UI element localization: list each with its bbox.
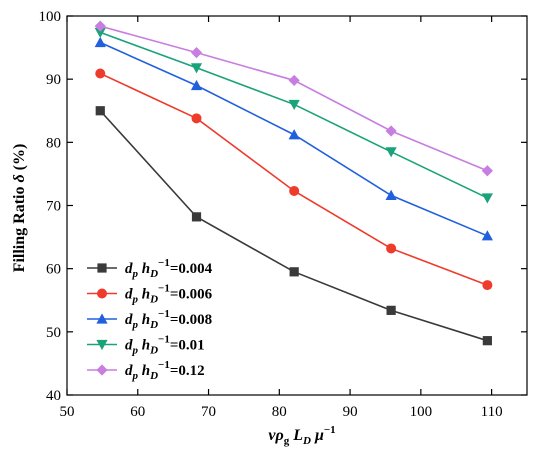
series-3: [94, 36, 493, 241]
y-tick-label: 70: [46, 199, 61, 215]
x-tick-label: 80: [272, 404, 287, 420]
legend-label: dp hD−1=0.004: [125, 257, 213, 280]
data-point: [190, 63, 203, 74]
data-point: [190, 79, 203, 91]
y-tick-label: 50: [46, 325, 61, 341]
data-point: [191, 212, 202, 222]
data-point: [482, 280, 493, 291]
data-point: [289, 185, 300, 196]
x-axis-label: vρg LD μ−1: [268, 424, 335, 447]
data-point: [95, 68, 106, 79]
legend-label: dp hD−1=0.12: [125, 359, 205, 382]
data-point: [288, 99, 300, 111]
x-tick-label: 50: [60, 404, 75, 420]
legend-item-3: dp hD−1=0.008: [87, 308, 212, 331]
legend-marker: [96, 339, 108, 351]
x-tick-label: 60: [130, 404, 145, 420]
data-point: [94, 27, 106, 39]
legend-label: dp hD−1=0.008: [125, 308, 212, 331]
series-2: [95, 68, 493, 291]
legend-label: dp hD−1=0.006: [125, 283, 213, 306]
series-line: [100, 25, 488, 172]
plot-area: [66, 15, 528, 396]
legend-marker: [96, 313, 108, 324]
data-point: [94, 36, 106, 48]
y-tick-label: 80: [46, 135, 61, 151]
data-point: [385, 189, 397, 200]
data-point: [190, 47, 203, 59]
x-tick-label: 100: [410, 404, 433, 420]
data-point: [386, 305, 396, 315]
data-point: [94, 20, 106, 32]
data-point: [95, 106, 105, 116]
y-tick-label: 60: [46, 262, 61, 278]
x-tick-label: 110: [481, 404, 503, 420]
data-point: [385, 147, 397, 158]
series-line: [99, 110, 488, 342]
data-point: [288, 129, 300, 140]
legend-label: dp hD−1=0.01: [125, 334, 205, 357]
data-point: [191, 113, 202, 124]
plot-frame: [66, 15, 528, 396]
legend-item-5: dp hD−1=0.12: [87, 359, 205, 382]
data-point: [288, 74, 300, 87]
y-tick-label: 90: [46, 72, 61, 88]
series-5: [94, 20, 493, 177]
y-tick-label: 40: [46, 388, 61, 404]
legend-marker: [96, 364, 108, 376]
data-point: [385, 125, 397, 137]
data-point: [481, 193, 493, 204]
data-point: [289, 267, 299, 277]
data-point: [482, 336, 492, 346]
series-line: [99, 31, 488, 199]
y-axis-label: Filling Ratio δ (%): [11, 144, 28, 273]
data-point: [481, 165, 493, 177]
legend-item-1: dp hD−1=0.004: [87, 257, 213, 280]
legend-marker: [97, 263, 107, 273]
series-4: [94, 27, 493, 204]
legend-marker: [97, 288, 107, 299]
series-group: [94, 20, 493, 346]
y-tick-label: 100: [39, 9, 62, 25]
data-point: [481, 230, 493, 241]
data-point: [386, 243, 397, 254]
x-tick-label: 70: [201, 404, 216, 420]
legend-item-2: dp hD−1=0.006: [87, 283, 213, 306]
legend-item-4: dp hD−1=0.01: [87, 334, 205, 357]
x-tick-label: 90: [343, 404, 358, 420]
series-1: [95, 106, 492, 346]
